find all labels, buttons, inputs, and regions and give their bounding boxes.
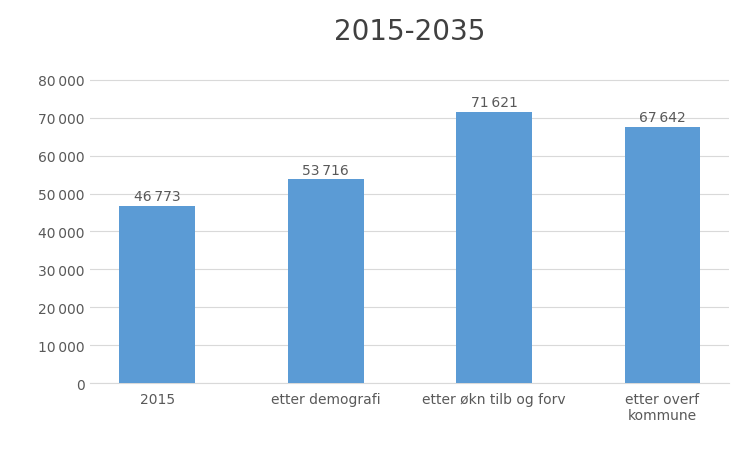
Title: 2015-2035: 2015-2035 <box>334 18 486 46</box>
Bar <box>625 127 700 383</box>
Text: 71 621: 71 621 <box>471 96 517 110</box>
Text: 46 773: 46 773 <box>134 190 180 204</box>
Bar <box>288 180 363 383</box>
Text: 53 716: 53 716 <box>302 163 349 177</box>
Text: 67 642: 67 642 <box>639 111 686 125</box>
Bar <box>456 112 532 383</box>
Bar <box>120 207 195 383</box>
